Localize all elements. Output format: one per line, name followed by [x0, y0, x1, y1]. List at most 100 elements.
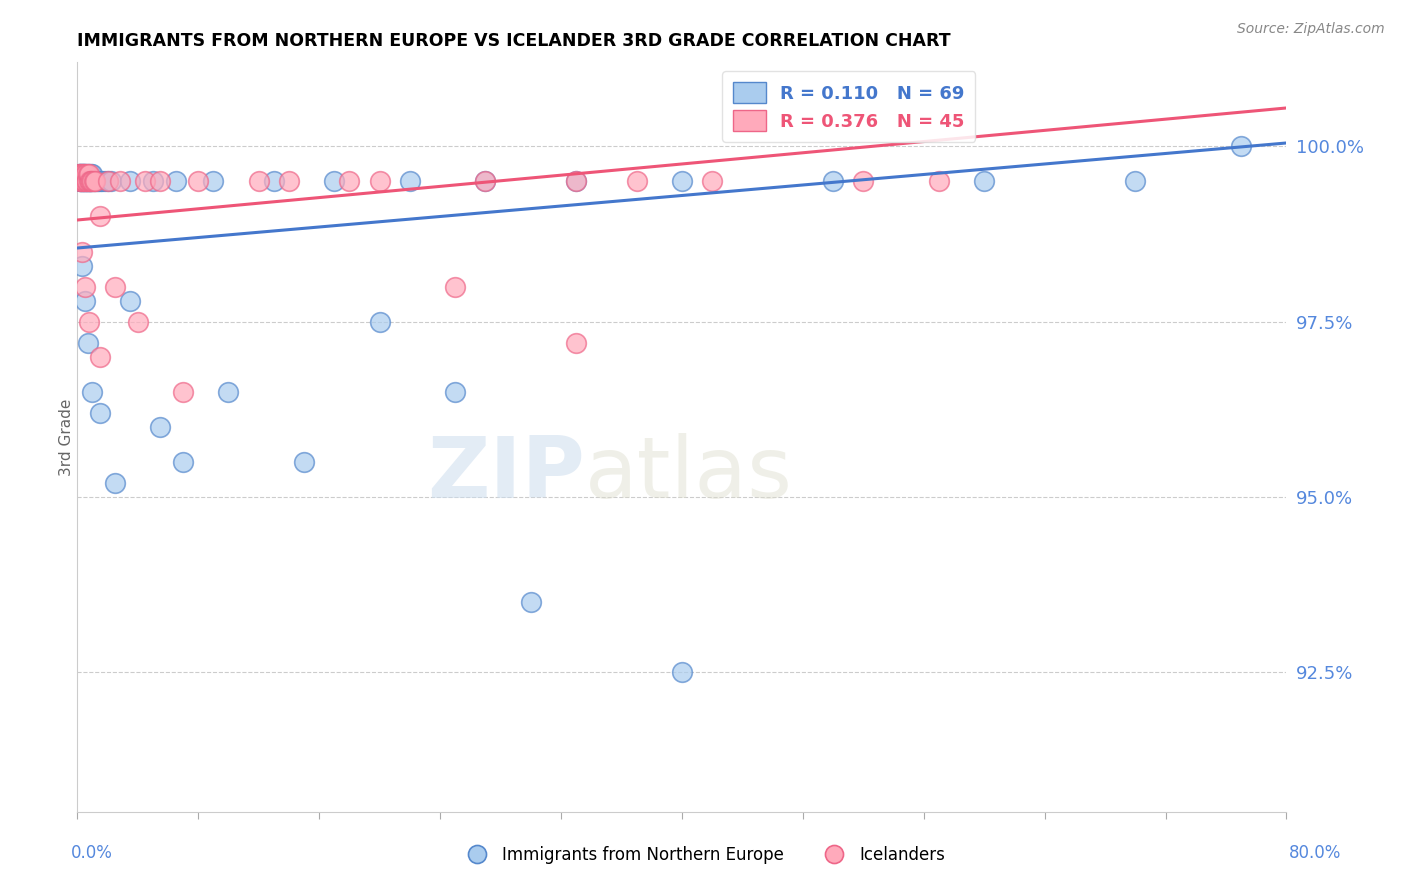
Point [73, 279, 96, 293]
Point [77, 174, 100, 188]
Point [87, 174, 110, 188]
Point [79, 174, 101, 188]
Point [120, 293, 142, 308]
Point [671, 665, 693, 679]
Point [69, 174, 91, 188]
Point [928, 174, 950, 188]
Point [72, 174, 94, 188]
Text: ZIP: ZIP [427, 433, 585, 516]
Point [202, 174, 225, 188]
Point [474, 174, 496, 188]
Point [671, 174, 693, 188]
Point [104, 475, 127, 490]
Point [84, 174, 107, 188]
Point [187, 174, 209, 188]
Point [72, 174, 94, 188]
Point [89, 406, 111, 420]
Point [69, 174, 91, 188]
Point [75, 174, 97, 188]
Point [79, 168, 101, 182]
Point [89, 210, 111, 224]
Point [75, 168, 97, 182]
Point [70, 168, 93, 182]
Point [75, 174, 97, 188]
Point [127, 314, 149, 328]
Point [70, 168, 93, 182]
Point [218, 384, 240, 399]
Y-axis label: 3rd Grade: 3rd Grade [59, 399, 73, 475]
Point [80, 174, 103, 188]
Point [84, 174, 107, 188]
Point [83, 174, 105, 188]
Point [82, 384, 104, 399]
Point [73, 293, 96, 308]
Point [79, 174, 101, 188]
Legend: R = 0.110   N = 69, R = 0.376   N = 45: R = 0.110 N = 69, R = 0.376 N = 45 [723, 71, 976, 142]
Point [72, 168, 94, 182]
Point [149, 174, 172, 188]
Point [165, 174, 187, 188]
Point [72, 168, 94, 182]
Point [69, 168, 91, 182]
Point [172, 384, 194, 399]
Point [69, 174, 91, 188]
Point [80, 174, 103, 188]
Point [120, 174, 142, 188]
Point [69, 168, 91, 182]
Point [83, 174, 105, 188]
Point [368, 174, 391, 188]
Point [75, 168, 97, 182]
Point [399, 174, 422, 188]
Point [108, 174, 131, 188]
Point [1125, 174, 1147, 188]
Point [104, 279, 127, 293]
Point [444, 384, 467, 399]
Point [77, 168, 100, 182]
Point [565, 174, 588, 188]
Point [149, 419, 172, 434]
Point [278, 174, 301, 188]
Point [626, 174, 648, 188]
Point [75, 174, 97, 188]
Point [142, 174, 165, 188]
Point [263, 174, 285, 188]
Point [73, 168, 96, 182]
Point [90, 174, 112, 188]
Point [134, 174, 156, 188]
Point [172, 454, 194, 468]
Point [77, 174, 100, 188]
Point [444, 279, 467, 293]
Point [76, 174, 98, 188]
Point [82, 174, 104, 188]
Point [70, 244, 93, 259]
Point [69, 168, 91, 182]
Text: Source: ZipAtlas.com: Source: ZipAtlas.com [1237, 22, 1385, 37]
Point [474, 174, 496, 188]
Point [73, 168, 96, 182]
Text: IMMIGRANTS FROM NORTHERN EUROPE VS ICELANDER 3RD GRADE CORRELATION CHART: IMMIGRANTS FROM NORTHERN EUROPE VS ICELA… [77, 32, 950, 50]
Point [82, 174, 104, 188]
Point [67, 168, 90, 182]
Point [70, 174, 93, 188]
Point [73, 168, 96, 182]
Point [89, 174, 111, 188]
Point [70, 259, 93, 273]
Point [821, 174, 844, 188]
Point [76, 174, 98, 188]
Point [77, 174, 100, 188]
Point [73, 174, 96, 188]
Point [368, 314, 391, 328]
Point [79, 314, 101, 328]
Point [80, 168, 103, 182]
Point [77, 168, 100, 182]
Text: atlas: atlas [585, 433, 793, 516]
Text: 0.0%: 0.0% [70, 844, 112, 862]
Point [520, 594, 543, 608]
Point [77, 335, 100, 350]
Point [1230, 139, 1253, 153]
Point [67, 168, 90, 182]
Point [702, 174, 724, 188]
Point [96, 174, 118, 188]
Point [70, 174, 93, 188]
Point [73, 174, 96, 188]
